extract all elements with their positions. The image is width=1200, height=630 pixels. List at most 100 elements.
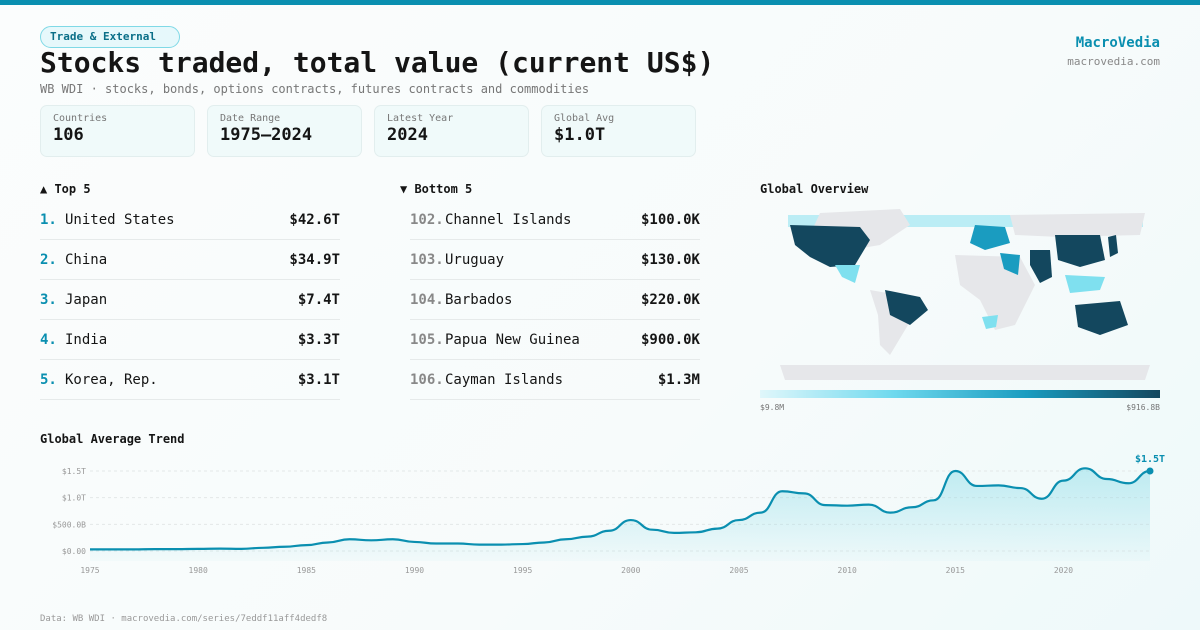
bottom5-row[interactable]: 103. Uruguay $130.0K: [410, 240, 700, 280]
map-south-africa[interactable]: [982, 315, 998, 329]
map-saudi[interactable]: [1000, 253, 1020, 275]
x-tick-label: 2000: [621, 566, 640, 575]
top5-row[interactable]: 2. China $34.9T: [40, 240, 340, 280]
map-southeast-asia[interactable]: [1065, 275, 1105, 293]
legend-min: $9.8M: [760, 403, 785, 412]
x-tick-label: 1980: [189, 566, 208, 575]
map-heading: Global Overview: [760, 182, 869, 196]
map-australia[interactable]: [1075, 301, 1128, 335]
category-tag[interactable]: Trade & External: [40, 26, 180, 48]
row-rank: 103.: [410, 251, 444, 268]
top5-row[interactable]: 5. Korea, Rep. $3.1T: [40, 360, 340, 400]
row-value: $900.0K: [640, 331, 700, 348]
row-rank: 102.: [410, 211, 444, 228]
row-value: $220.0K: [640, 291, 700, 308]
x-tick-label: 1985: [297, 566, 316, 575]
bottom5-row[interactable]: 105. Papua New Guinea $900.0K: [410, 320, 700, 360]
map-china[interactable]: [1055, 235, 1105, 267]
stat-value: 1975–2024: [220, 125, 313, 145]
stat-label: Countries: [53, 113, 108, 124]
bottom5-row[interactable]: 102. Channel Islands $100.0K: [410, 200, 700, 240]
row-rank: 3.: [40, 291, 57, 308]
map-europe[interactable]: [970, 225, 1010, 250]
world-map: [780, 209, 1150, 380]
row-name: Cayman Islands: [445, 371, 564, 388]
trend-line: [90, 467, 1151, 551]
legend-max: $916.8B: [1126, 403, 1160, 412]
page-title: Stocks traded, total value (current US$): [40, 46, 715, 79]
map-africa: [955, 255, 1035, 330]
stat-value: 2024: [387, 125, 428, 145]
x-tick-label: 2020: [1054, 566, 1073, 575]
top5-row[interactable]: 1. United States $42.6T: [40, 200, 340, 240]
stat-label: Latest Year: [387, 113, 454, 124]
x-tick-label: 2015: [946, 566, 965, 575]
row-name: Papua New Guinea: [445, 331, 580, 348]
map-russia: [1010, 213, 1145, 237]
row-value: $130.0K: [640, 251, 700, 268]
x-tick-label: 1975: [80, 566, 99, 575]
row-rank: 106.: [410, 371, 444, 388]
stat-latest-year: Latest Year 2024: [374, 105, 529, 157]
page-subtitle: WB WDI · stocks, bonds, options contract…: [40, 82, 590, 96]
stat-date-range: Date Range 1975–2024: [207, 105, 362, 157]
row-value: $42.6T: [289, 211, 340, 228]
top5-row[interactable]: 4. India $3.3T: [40, 320, 340, 360]
last-point-marker: [1146, 467, 1154, 475]
row-rank: 104.: [410, 291, 444, 308]
row-value: $34.9T: [289, 251, 340, 268]
trend-chart: $0.00 $500.0B $1.0T $1.5T 1975 1980 1985 1990 19…: [52, 454, 1165, 575]
row-rank: 1.: [40, 211, 57, 228]
top5-heading: ▲ Top 5: [40, 182, 91, 196]
row-rank: 4.: [40, 331, 57, 348]
brand-url[interactable]: macrovedia.com: [1067, 55, 1160, 68]
row-name: Channel Islands: [445, 211, 572, 228]
stat-value: 106: [53, 125, 84, 145]
chart-title: Global Average Trend: [40, 432, 185, 446]
x-tick-label: 1990: [405, 566, 424, 575]
last-value-label: $1.5T: [1135, 454, 1165, 465]
row-name: Barbados: [445, 291, 513, 308]
map-antarctica: [780, 365, 1150, 380]
row-value: $7.4T: [297, 291, 340, 308]
brand-logo[interactable]: MacroVedia: [1075, 35, 1160, 51]
stat-label: Date Range: [220, 113, 281, 124]
stat-label: Global Avg: [554, 113, 615, 124]
bottom5-row[interactable]: 104. Barbados $220.0K: [410, 280, 700, 320]
row-name: Uruguay: [445, 251, 505, 268]
row-name: Korea, Rep.: [65, 371, 158, 388]
y-tick-label: $1.0T: [62, 494, 86, 503]
x-tick-label: 2005: [729, 566, 748, 575]
y-tick-label: $0.00: [62, 547, 86, 556]
map-brazil[interactable]: [885, 290, 928, 325]
x-tick-label: 2010: [838, 566, 857, 575]
stat-value: $1.0T: [554, 125, 606, 145]
map-mexico[interactable]: [835, 265, 860, 283]
map-usa[interactable]: [790, 225, 870, 267]
map-japan[interactable]: [1108, 235, 1118, 257]
row-name: China: [65, 251, 108, 268]
row-name: India: [65, 331, 108, 348]
top5-row[interactable]: 3. Japan $7.4T: [40, 280, 340, 320]
row-value: $1.3M: [657, 371, 700, 388]
row-rank: 2.: [40, 251, 57, 268]
row-name: United States: [65, 211, 175, 228]
row-name: Japan: [65, 291, 108, 308]
y-tick-label: $500.0B: [52, 520, 86, 529]
bottom5-row[interactable]: 106. Cayman Islands $1.3M: [410, 360, 700, 400]
row-value: $3.3T: [297, 331, 340, 348]
map-india[interactable]: [1030, 250, 1052, 283]
stat-countries: Countries 106: [40, 105, 195, 157]
bottom5-heading: ▼ Bottom 5: [400, 182, 473, 196]
row-value: $100.0K: [640, 211, 700, 228]
y-tick-label: $1.5T: [62, 467, 86, 476]
stat-global-avg: Global Avg $1.0T: [541, 105, 696, 157]
x-tick-label: 1995: [513, 566, 532, 575]
top-accent-bar: [0, 0, 1200, 5]
row-value: $3.1T: [297, 371, 340, 388]
row-rank: 5.: [40, 371, 57, 388]
row-rank: 105.: [410, 331, 444, 348]
trend-area: [90, 468, 1150, 561]
map-color-legend: [760, 390, 1160, 398]
footer-source: Data: WB WDI · macrovedia.com/series/7ed…: [40, 614, 328, 624]
